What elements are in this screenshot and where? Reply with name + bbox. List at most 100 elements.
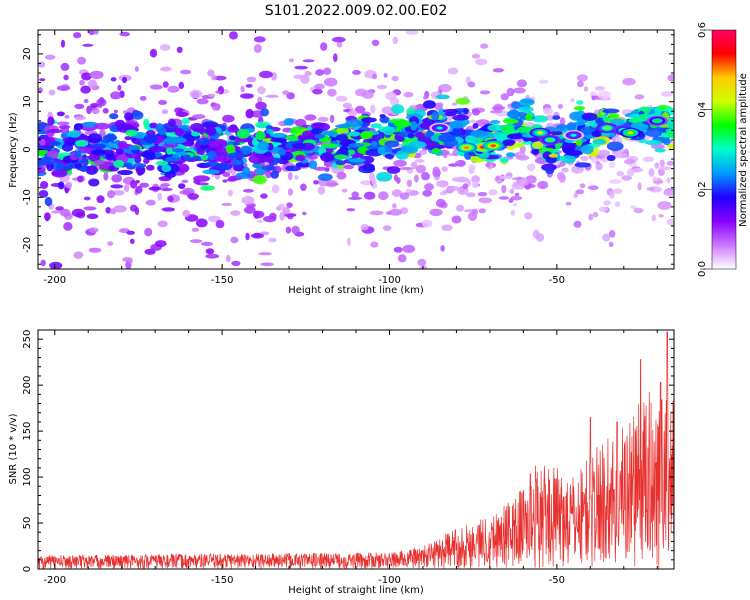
heatmap-cell [191,227,199,232]
heatmap-cell [414,159,425,163]
heatmap-cell [446,185,460,192]
heatmap-cell [117,84,122,91]
heatmap-cell [614,152,628,159]
heatmap-cell [38,87,43,94]
heatmap-cell [342,102,353,109]
heatmap-cell [38,190,49,198]
x-tick-label: -150 [211,275,234,286]
heatmap-cell [200,185,216,191]
heatmap-cell [423,140,440,151]
heatmap-cell [200,143,210,150]
heatmap-cell [74,150,82,158]
figure-title: S101.2022.009.02.00.E02 [265,3,448,19]
x-tick-label: -200 [43,575,66,586]
heatmap-cell [348,158,366,163]
heatmap-cell [176,46,183,53]
heatmap-cell [205,248,215,255]
heatmap-cell [646,187,655,191]
heatmap-cell [346,237,351,246]
spectrogram-y-label: Frequency (Hz) [8,112,19,188]
heatmap-cell [117,140,128,149]
heatmap-cell [602,108,620,114]
heatmap-cell [314,133,326,139]
heatmap-cell [609,191,615,199]
heatmap-cell [354,105,366,114]
spectrogram-y-axis: -20 -10 0 10 20 [22,34,674,265]
heatmap-cell [630,205,637,210]
heatmap-cell [51,168,68,178]
heatmap-cell [195,218,208,228]
heatmap-cell [271,184,280,194]
heatmap-cell [467,268,472,269]
heatmap-cell [495,175,501,181]
heatmap-cell [189,239,203,244]
heatmap-cell [51,210,62,214]
heatmap-cell [89,70,104,80]
heatmap-cell [122,76,127,84]
heatmap-cell [537,180,549,190]
heatmap-cell [288,171,293,181]
heatmap-cell [215,219,225,229]
heatmap-cell [622,77,636,86]
heatmap-cell [397,254,407,263]
heatmap-cell [222,179,228,183]
heatmap-cell [111,174,123,183]
heatmap-cell [345,119,364,127]
heatmap-cell [391,189,403,197]
heatmap-cell [277,149,287,156]
heatmap-cell [145,199,156,206]
heatmap-cell [606,154,616,162]
heatmap-cell [315,69,325,76]
heatmap-cell [162,81,169,88]
heatmap-cell [438,133,456,143]
heatmap-cell [86,105,92,115]
heatmap-cell [479,90,491,95]
heatmap-cell [369,210,384,216]
heatmap-cell [134,206,140,216]
heatmap-cell [161,109,169,115]
heatmap-cell [502,118,519,124]
heatmap-cell [40,181,49,189]
heatmap-cell [577,80,584,88]
heatmap-cell [323,77,338,87]
heatmap-cell [87,133,103,144]
heatmap-cell [285,165,301,172]
heatmap-cell [491,106,506,111]
heatmap-cell [327,88,337,97]
heatmap-cell [490,144,497,148]
y-tick-label: 50 [22,517,33,530]
heatmap-cell [336,171,347,180]
colorbar-gradient [711,29,737,270]
heatmap-cell [38,159,46,167]
heatmap-cell [524,212,533,220]
heatmap-cell [196,98,209,105]
heatmap-cell [498,196,510,200]
heatmap-cell [289,58,294,63]
heatmap-cell [110,77,117,82]
heatmap-cell [302,59,315,63]
heatmap-cell [89,143,107,149]
heatmap-cell [43,212,51,221]
heatmap-cell [187,193,199,200]
heatmap-cell [396,177,401,184]
heatmap-cell [370,104,376,114]
heatmap-cell [336,126,349,136]
heatmap-cell [49,261,63,269]
heatmap-cell [591,130,602,138]
heatmap-cell [519,98,535,106]
heatmap-cell [545,155,557,164]
heatmap-cell [160,66,172,72]
heatmap-cell [538,79,549,84]
heatmap-cell [214,155,231,162]
heatmap-cell [333,53,338,63]
heatmap-cell [110,91,122,100]
heatmap-cell [264,151,272,158]
heatmap-cell [489,110,503,114]
heatmap-cell [449,120,467,129]
heatmap-cell [602,233,611,242]
heatmap-cell [286,202,293,208]
heatmap-cell [83,206,97,211]
heatmap-cell [352,70,361,75]
heatmap-cell [131,110,144,120]
heatmap-cell [400,207,409,215]
